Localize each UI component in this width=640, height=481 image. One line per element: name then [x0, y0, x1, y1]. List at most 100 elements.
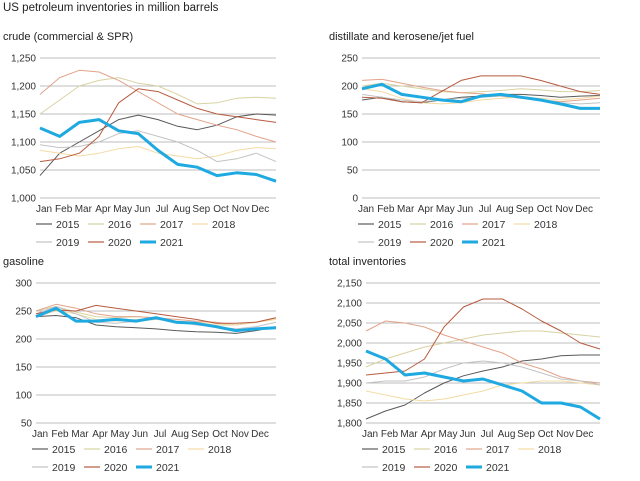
- legend-label-2019: 2019: [378, 237, 402, 249]
- series-line-2016: [39, 77, 277, 115]
- x-tick-label: Mar: [75, 204, 93, 215]
- series-line-2019: [39, 130, 277, 163]
- y-tick-label: 1,800: [337, 419, 362, 430]
- x-tick-label: Dec: [575, 204, 593, 215]
- x-tick-label: Aug: [498, 429, 516, 440]
- x-tick-label: Jul: [479, 204, 492, 215]
- legend-label-2017: 2017: [156, 444, 180, 456]
- series-line-2018: [365, 380, 601, 402]
- legend-label-2021: 2021: [486, 462, 510, 474]
- x-tick-label: Jan: [32, 429, 48, 440]
- y-tick-label: 250: [341, 54, 358, 65]
- series-line-2021: [361, 82, 600, 110]
- x-tick-label: Jan: [36, 204, 52, 215]
- x-tick-label: Jun: [459, 429, 475, 440]
- y-tick-label: 1,850: [337, 399, 362, 410]
- series-line-2019: [365, 360, 601, 386]
- x-tick-label: Dec: [251, 429, 269, 440]
- y-tick-label: 300: [15, 279, 32, 290]
- x-tick-label: Apr: [421, 429, 437, 440]
- series-line-2016: [35, 306, 277, 326]
- series-line-2021: [365, 349, 601, 421]
- x-tick-label: Feb: [51, 429, 69, 440]
- legend-label-2021: 2021: [482, 237, 506, 249]
- x-tick-label: Nov: [231, 429, 249, 440]
- chart-title: total inventories: [329, 256, 407, 268]
- series-line-2021: [35, 306, 277, 333]
- x-tick-label: Feb: [55, 204, 73, 215]
- series-line-2020: [35, 304, 277, 324]
- series-line-2015: [39, 113, 277, 176]
- legend-label-2018: 2018: [212, 219, 236, 231]
- series-line-2018: [39, 146, 277, 160]
- x-tick-label: Jul: [156, 204, 169, 215]
- y-tick-label: 50: [347, 166, 359, 177]
- legend-label-2018: 2018: [208, 444, 232, 456]
- y-tick-label: 200: [15, 335, 32, 346]
- legend-label-2017: 2017: [482, 219, 506, 231]
- x-tick-label: Apr: [92, 429, 108, 440]
- y-tick-label: 2,150: [337, 279, 362, 290]
- x-tick-label: Oct: [537, 204, 553, 215]
- series-line-2020: [365, 298, 601, 376]
- crude-chart: crude (commercial & SPR) 1,000 1,050 1,100 1…: [3, 31, 277, 249]
- x-tick-label: Aug: [496, 204, 514, 215]
- y-tick-label: 1,950: [337, 359, 362, 370]
- y-tick-label: 150: [341, 110, 358, 121]
- y-tick-label: 1,000: [11, 194, 36, 205]
- y-tick-label: 100: [341, 138, 358, 149]
- y-tick-label: 1,150: [11, 110, 36, 121]
- y-tick-label: 2,000: [337, 339, 362, 350]
- y-tick-label: 150: [15, 363, 32, 374]
- series-line-2017: [35, 303, 277, 326]
- legend-label-2020: 2020: [434, 462, 458, 474]
- series-line-2018: [361, 88, 601, 105]
- legend-label-2019: 2019: [52, 462, 76, 474]
- x-tick-label: Oct: [538, 429, 554, 440]
- x-tick-label: Aug: [171, 429, 189, 440]
- x-tick-label: Jan: [358, 204, 374, 215]
- gasoline-chart: gasoline 50 100 150 200 250 300 Jan Feb Mar Apr May…: [3, 256, 277, 474]
- legend-label-2016: 2016: [104, 444, 128, 456]
- x-tick-label: Mar: [71, 429, 89, 440]
- y-tick-label: 1,250: [11, 54, 36, 65]
- series-line-2017: [365, 320, 601, 384]
- x-tick-label: May: [439, 429, 458, 440]
- x-tick-label: Jan: [362, 429, 378, 440]
- x-tick-label: Sep: [191, 429, 209, 440]
- y-tick-label: 200: [341, 82, 358, 93]
- chart-title: distillate and kerosene/jet fuel: [329, 31, 474, 43]
- x-tick-label: Jun: [132, 429, 148, 440]
- series-line-2020: [39, 88, 277, 163]
- x-tick-label: Sep: [516, 204, 534, 215]
- legend-label-2015: 2015: [56, 219, 80, 231]
- distillate-chart: distillate and kerosene/jet fuel 0 50 100 15…: [329, 31, 601, 249]
- figure-title: US petroleum inventories in million barr…: [3, 2, 219, 14]
- legend-label-2020: 2020: [104, 462, 128, 474]
- y-tick-label: 2,050: [337, 319, 362, 330]
- legend-label-2015: 2015: [52, 444, 76, 456]
- y-tick-label: 1,200: [11, 82, 36, 93]
- series-line-2020: [361, 75, 601, 104]
- x-tick-label: Nov: [555, 204, 573, 215]
- x-tick-label: Apr: [95, 204, 111, 215]
- y-tick-label: 100: [15, 391, 32, 402]
- series-line-2017: [361, 78, 601, 103]
- x-tick-label: Jun: [134, 204, 150, 215]
- x-tick-label: Feb: [381, 429, 399, 440]
- legend-label-2017: 2017: [160, 219, 184, 231]
- x-tick-label: Oct: [212, 429, 228, 440]
- legend-label-2016: 2016: [108, 219, 132, 231]
- x-tick-label: Sep: [517, 429, 535, 440]
- legend-label-2018: 2018: [538, 444, 562, 456]
- x-tick-label: May: [113, 204, 132, 215]
- x-tick-label: Sep: [192, 204, 210, 215]
- y-tick-label: 1,050: [11, 166, 36, 177]
- legend-label-2021: 2021: [160, 237, 184, 249]
- chart-title: crude (commercial & SPR): [3, 31, 133, 43]
- series-line-2017: [39, 69, 277, 143]
- x-tick-label: Apr: [418, 204, 434, 215]
- legend-label-2021: 2021: [156, 462, 180, 474]
- legend-label-2015: 2015: [378, 219, 402, 231]
- x-tick-label: Jun: [457, 204, 473, 215]
